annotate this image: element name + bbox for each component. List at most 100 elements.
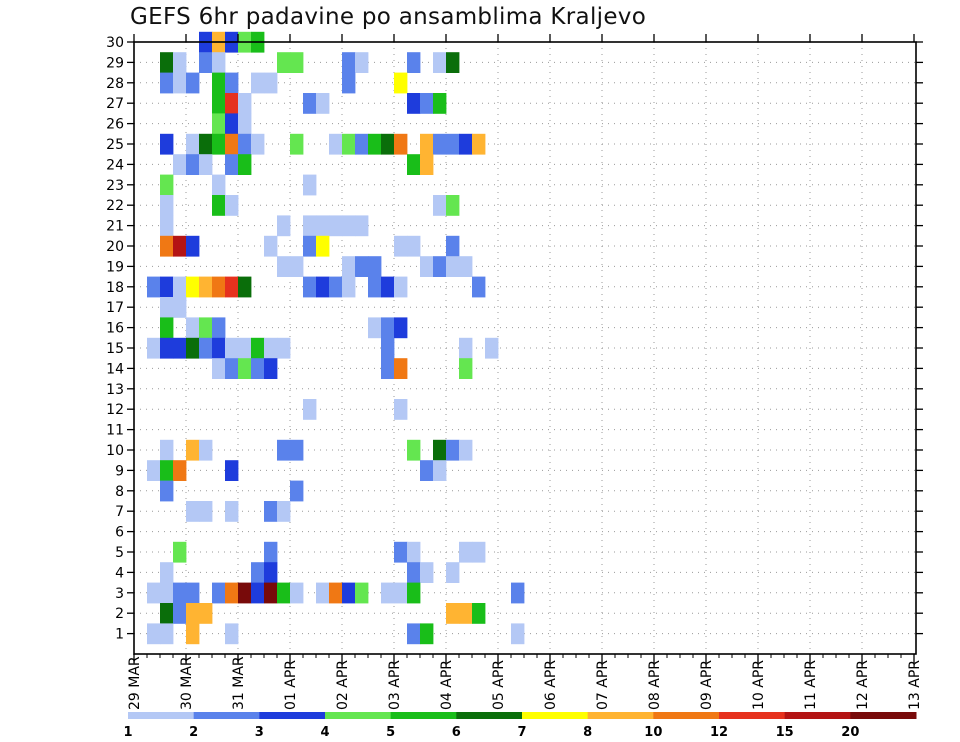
- y-tick-label: 16: [106, 321, 124, 337]
- heatmap-cell: [277, 256, 291, 277]
- heatmap-cell: [147, 276, 161, 298]
- heatmap-cell: [173, 603, 187, 624]
- colorbar-segment: [456, 712, 523, 719]
- heatmap-cell: [225, 195, 239, 216]
- heatmap-cell: [225, 276, 239, 298]
- heatmap-cell: [329, 582, 343, 604]
- heatmap-cell: [407, 154, 421, 175]
- heatmap-cell: [381, 276, 395, 298]
- heatmap-cell: [290, 52, 304, 73]
- heatmap-cell: [212, 582, 226, 604]
- heatmap-cell: [160, 235, 174, 257]
- heatmap-cell: [147, 623, 161, 645]
- heatmap-cell: [199, 317, 213, 339]
- heatmap-cell: [277, 52, 291, 73]
- heatmap-cell: [420, 562, 434, 583]
- heatmap-cell: [303, 93, 317, 114]
- heatmap-cell: [342, 256, 356, 277]
- heatmap-cell: [225, 72, 239, 94]
- colorbar-segment: [784, 712, 851, 719]
- heatmap-cell: [277, 215, 291, 237]
- colorbar-label: 1: [123, 725, 132, 740]
- heatmap-cell: [264, 235, 278, 257]
- heatmap-cell: [277, 439, 291, 461]
- heatmap-cell: [446, 256, 460, 277]
- heatmap-cell: [186, 439, 200, 461]
- y-tick-label: 7: [115, 504, 124, 520]
- heatmap-cell: [160, 603, 174, 624]
- x-tick-label: 05 APR: [491, 660, 507, 710]
- heatmap-cell: [420, 256, 434, 277]
- heatmap-cell: [433, 52, 447, 73]
- heatmap-cell: [199, 154, 213, 175]
- heatmap-cell: [433, 195, 447, 216]
- heatmap-cell: [186, 501, 200, 522]
- heatmap-cell: [459, 256, 473, 277]
- heatmap-cell: [160, 297, 174, 318]
- heatmap-cell: [160, 52, 174, 73]
- heatmap-cell: [303, 215, 317, 237]
- x-tick-label: 06 APR: [543, 660, 559, 710]
- heatmap-cell: [186, 276, 200, 298]
- heatmap-cell: [225, 113, 239, 135]
- heatmap-cell: [433, 460, 447, 481]
- x-tick-label: 11 APR: [803, 660, 819, 710]
- colorbar-label: 6: [452, 725, 461, 740]
- heatmap-cell: [342, 215, 356, 237]
- heatmap-cell: [381, 337, 395, 359]
- heatmap-cell: [173, 276, 187, 298]
- heatmap-cell: [199, 337, 213, 359]
- heatmap-cell: [186, 337, 200, 359]
- colorbar-segment: [850, 712, 917, 719]
- heatmap-cell: [472, 276, 486, 298]
- heatmap-cell: [433, 256, 447, 277]
- x-tick-label: 10 APR: [751, 660, 767, 710]
- heatmap-cell: [342, 72, 356, 94]
- heatmap-cell: [407, 235, 421, 257]
- heatmap-cell: [277, 337, 291, 359]
- heatmap-cell: [225, 501, 239, 522]
- heatmap-cell: [160, 439, 174, 461]
- heatmap-cell: [225, 623, 239, 645]
- heatmap-cell: [420, 133, 434, 155]
- heatmap-cell: [160, 215, 174, 237]
- heatmap-cell: [199, 603, 213, 624]
- heatmap-cell: [446, 52, 460, 73]
- heatmap-cell: [225, 582, 239, 604]
- heatmap-cell: [212, 337, 226, 359]
- heatmap-cell: [251, 72, 265, 94]
- x-tick-label: 01 APR: [283, 660, 299, 710]
- heatmap-cell: [394, 399, 408, 420]
- colorbar-segment: [390, 712, 457, 719]
- y-tick-label: 30: [106, 35, 124, 51]
- heatmap-cell: [160, 276, 174, 298]
- heatmap-cell: [459, 133, 473, 155]
- heatmap-cell: [251, 358, 265, 379]
- x-tick-label: 09 APR: [699, 660, 715, 710]
- colorbar-segment: [193, 712, 260, 719]
- heatmap-cell: [212, 358, 226, 379]
- heatmap-cell: [407, 562, 421, 583]
- heatmap-cell: [394, 541, 408, 563]
- y-tick-label: 15: [106, 341, 124, 357]
- heatmap-cell: [212, 174, 226, 196]
- heatmap-cell: [173, 460, 187, 481]
- heatmap-cell: [446, 603, 460, 624]
- heatmap-cell: [381, 317, 395, 339]
- heatmap-cell: [186, 133, 200, 155]
- heatmap-cell: [238, 113, 252, 135]
- heatmap-cell: [407, 439, 421, 461]
- heatmap-cell: [238, 337, 252, 359]
- colorbar-label: 10: [644, 725, 662, 740]
- y-tick-label: 13: [106, 382, 124, 398]
- x-tick-label: 02 APR: [335, 660, 351, 710]
- heatmap-cell: [173, 337, 187, 359]
- heatmap-cell: [199, 133, 213, 155]
- y-tick-label: 9: [115, 463, 124, 479]
- colorbar-label: 7: [517, 725, 526, 740]
- y-tick-label: 6: [115, 525, 124, 541]
- heatmap-cell: [251, 562, 265, 583]
- heatmap-cell: [264, 72, 278, 94]
- heatmap-cell: [446, 133, 460, 155]
- heatmap-cell: [160, 72, 174, 94]
